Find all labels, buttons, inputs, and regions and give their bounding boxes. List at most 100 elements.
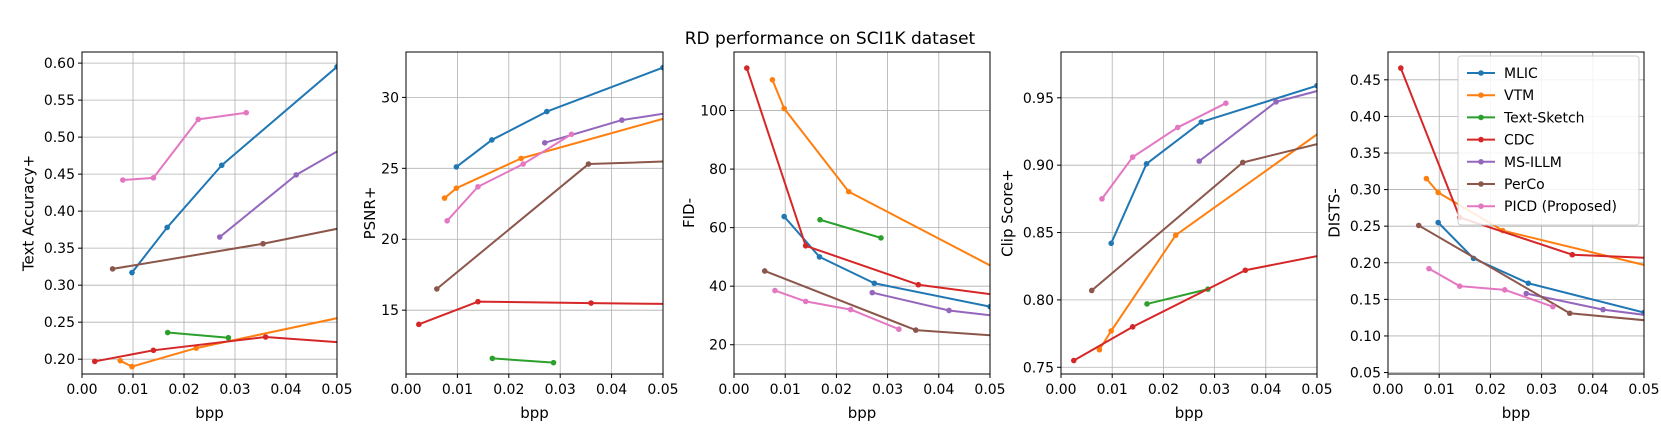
y-tick-label: 0.75 [1023, 360, 1054, 376]
series-line [1526, 292, 1644, 316]
data-point [385, 343, 391, 349]
data-point [1144, 301, 1150, 307]
y-tick-label: 0.25 [1350, 219, 1381, 235]
data-point [1550, 303, 1556, 310]
data-point [416, 321, 422, 328]
series-line [745, 67, 990, 296]
series-line [1437, 221, 1644, 314]
data-point [1569, 251, 1576, 258]
data-point [660, 64, 663, 71]
chart-panels: 0.00 0.01 0.02 0.03 0.04 0.05 0.20 0.25 0.30 0.35… [20, 51, 1660, 422]
x-tick-label: 0.05 [321, 382, 352, 398]
data-point [1096, 346, 1103, 353]
series-line [167, 331, 229, 339]
y-tick-label: 0.45 [44, 167, 75, 183]
data-point [164, 329, 171, 336]
data-point [475, 298, 481, 305]
data-point [385, 216, 391, 222]
data-point [802, 298, 809, 305]
data-point [489, 137, 495, 143]
legend-item: MS-ILLM [1467, 155, 1562, 171]
y-tick-label: 80 [709, 162, 727, 178]
data-point [150, 175, 157, 181]
series-line [1098, 133, 1317, 351]
data-point [1600, 306, 1606, 313]
data-point [1365, 129, 1371, 135]
series-line [544, 112, 663, 144]
x-tick-label: 0.03 [1526, 382, 1557, 398]
y-axis-label: Clip Score+ [999, 169, 1017, 257]
data-point [585, 161, 592, 167]
legend-swatch-marker [1478, 159, 1484, 165]
legend-item: PICD (Proposed) [1467, 199, 1617, 215]
axes-frame [405, 51, 664, 375]
chart-panel-1: 0.00 0.01 0.02 0.03 0.04 0.05 0.20 0.25 0.30 0.35… [20, 51, 391, 422]
data-point [441, 195, 448, 201]
data-point [1525, 280, 1532, 287]
series-line [764, 270, 990, 337]
data-point [218, 162, 225, 169]
data-point [1196, 158, 1203, 164]
x-axis-label: bpp [520, 404, 549, 422]
data-point [1435, 189, 1441, 196]
data-point [769, 77, 776, 83]
series-line [436, 160, 663, 290]
legend-swatch-marker [1478, 203, 1484, 209]
series-line [455, 66, 663, 168]
data-point [781, 105, 787, 112]
data-point [1501, 287, 1508, 293]
data-point [216, 234, 223, 240]
y-tick-label: 0.45 [1350, 73, 1381, 89]
data-point [1456, 283, 1463, 289]
series-line [131, 66, 337, 274]
legend-item: PerCo [1467, 177, 1545, 193]
series-line [771, 79, 990, 267]
series-line [1073, 255, 1317, 362]
x-tick-label: 0.01 [117, 382, 148, 398]
y-tick-label: 40 [709, 279, 727, 295]
x-tick-label: 0.04 [596, 382, 627, 398]
x-tick-label: 0.00 [1372, 382, 1403, 398]
y-tick-label: 0.30 [44, 278, 75, 294]
data-point [845, 188, 852, 195]
y-tick-label: 20 [381, 232, 399, 248]
y-tick-label: 0.20 [44, 352, 75, 368]
data-point [847, 306, 854, 313]
data-point [550, 359, 557, 366]
x-tick-label: 0.01 [442, 382, 473, 398]
legend-label: PerCo [1504, 177, 1545, 193]
y-tick-label: 0.80 [1023, 293, 1054, 309]
y-axis-label: FID- [680, 198, 698, 228]
x-tick-label: 0.05 [1301, 382, 1332, 398]
data-point [1273, 99, 1279, 105]
series-line [774, 289, 900, 331]
y-tick-label: 0.25 [44, 315, 75, 331]
x-tick-label: 0.02 [168, 382, 199, 398]
data-point [91, 358, 98, 365]
legend-item: CDC [1467, 133, 1535, 149]
x-tick-label: 0.00 [718, 382, 749, 398]
y-tick-label: 0.35 [1350, 146, 1381, 162]
series-line [1101, 102, 1227, 200]
data-point [1129, 154, 1136, 160]
series-line [119, 317, 337, 368]
data-point [1415, 222, 1422, 229]
data-point [1223, 100, 1229, 106]
x-axis-label: bpp [1502, 404, 1531, 422]
y-tick-label: 0.15 [1350, 292, 1381, 308]
data-point [1038, 336, 1044, 342]
y-tick-label: 0.95 [1023, 91, 1054, 107]
y-tick-label: 0.05 [1350, 366, 1381, 382]
y-tick-label: 0.10 [1350, 329, 1381, 345]
data-point [117, 357, 124, 364]
data-point [1423, 175, 1430, 182]
data-point [193, 345, 200, 351]
data-point [1365, 243, 1371, 249]
series-line [1198, 90, 1317, 162]
y-tick-label: 100 [700, 104, 727, 120]
y-tick-label: 0.40 [1350, 109, 1381, 125]
data-point [987, 303, 990, 310]
legend-label: MLIC [1504, 66, 1538, 82]
legend-swatch-marker [1478, 114, 1484, 121]
legend-box [1457, 55, 1640, 226]
